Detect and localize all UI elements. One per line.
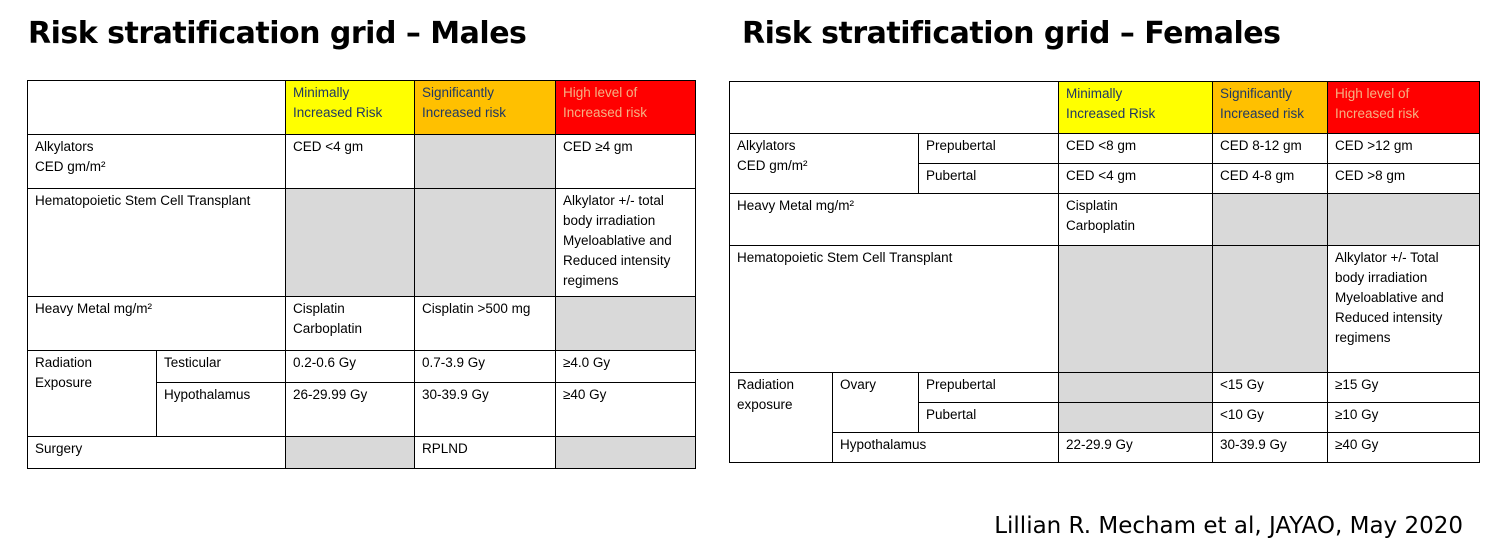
cell-high: ≥10 Gy [1327,402,1480,433]
cell-minimal: CED <8 gm [1058,133,1213,164]
males-header-significant: Significantly Increased risk [414,80,556,135]
females-header-significant: Significantly Increased risk [1212,81,1328,134]
cell-empty [414,134,556,189]
citation: Lillian R. Mecham et al, JAYAO, May 2020 [994,513,1463,539]
cell-significant: <10 Gy [1212,402,1328,433]
cell-empty [1212,193,1328,246]
males-row-surgery: Surgery RPLND [27,436,696,469]
cell-significant: <15 Gy [1212,372,1328,403]
row-label: Radiation exposure [729,372,833,463]
row-label: Heavy Metal mg/m² [27,296,286,351]
males-header-minimal: Minimally Increased Risk [285,80,415,135]
females-row-alkylators-pubertal: Pubertal CED <4 gm CED 4-8 gm CED >8 gm [730,163,1480,194]
sub-label: Hypothalamus [832,432,1059,463]
cell-high: Alkylator +/- Total body irradiation Mye… [1327,245,1480,373]
cell-high: CED ≥4 gm [555,134,696,189]
males-row-radiation-hypothalamus: Hypothalamus 26-29.99 Gy 30-39.9 Gy ≥40 … [28,382,696,437]
sub-label: Hypothalamus [156,382,286,437]
females-header-minimal: Minimally Increased Risk [1058,81,1213,134]
cell-significant: CED 4-8 gm [1212,163,1328,194]
females-risk-table: Minimally Increased Risk Significantly I… [729,81,1480,463]
males-risk-table: Minimally Increased Risk Significantly I… [27,80,696,469]
cell-empty [285,436,415,469]
females-grid-title: Risk stratification grid – Females [742,16,1281,51]
row-label: Hematopoietic Stem Cell Transplant [729,245,1059,373]
cell-significant: RPLND [414,436,556,469]
cell-empty [414,188,556,297]
row-label: Surgery [27,436,286,469]
cell-minimal: 0.2-0.6 Gy [285,350,415,383]
males-header-high: High level of Increased risk [555,80,696,135]
females-row-heavy-metal: Heavy Metal mg/m² Cisplatin Carboplatin [729,193,1480,246]
sub-label: Prepubertal [918,133,1059,164]
males-row-heavy-metal: Heavy Metal mg/m² Cisplatin Carboplatin … [27,296,696,351]
sub-label: Pubertal [918,163,1059,194]
sub-sub-label: Prepubertal [918,372,1059,403]
females-row-alkylators-prepubertal: Alkylators CED gm/m² Prepubertal CED <8 … [729,133,1480,194]
cell-empty [555,296,696,351]
cell-empty [555,436,696,469]
sub-label: Ovary [832,372,919,433]
cell-minimal: Cisplatin Carboplatin [1058,193,1213,246]
cell-minimal: CED <4 gm [1058,163,1213,194]
row-label: Heavy Metal mg/m² [729,193,1059,246]
males-row-hsct: Hematopoietic Stem Cell Transplant Alkyl… [27,188,696,297]
cell-minimal: 22-29.9 Gy [1058,432,1213,463]
cell-empty [285,188,415,297]
cell-minimal: 26-29.99 Gy [285,382,415,437]
cell-significant: CED 8-12 gm [1212,133,1328,164]
cell-high: CED >12 gm [1327,133,1480,164]
cell-empty [1212,245,1328,373]
females-row-hsct: Hematopoietic Stem Cell Transplant Alkyl… [729,245,1480,373]
row-label: Alkylators CED gm/m² [729,133,919,194]
cell-empty [1058,372,1213,403]
females-row-hypothalamus: Hypothalamus 22-29.9 Gy 30-39.9 Gy ≥40 G… [730,432,1480,463]
females-row-ovary-pubertal: Pubertal <10 Gy ≥10 Gy [730,402,1480,433]
cell-empty [1058,245,1213,373]
cell-high: ≥4.0 Gy [555,350,696,383]
females-header-high: High level of Increased risk [1327,81,1480,134]
row-label: Hematopoietic Stem Cell Transplant [27,188,286,297]
females-row-ovary-prepubertal: Radiation exposure Ovary Prepubertal <15… [729,372,1480,463]
males-row-radiation-testicular: Radiation Exposure Testicular 0.2-0.6 Gy… [27,350,696,437]
row-label: Radiation Exposure [27,350,157,437]
males-row-alkylators: Alkylators CED gm/m² CED <4 gm CED ≥4 gm [27,134,696,189]
females-header-blank [729,81,1059,134]
cell-empty [1327,193,1480,246]
cell-minimal: CED <4 gm [285,134,415,189]
cell-high: ≥15 Gy [1327,372,1480,403]
cell-minimal: Cisplatin Carboplatin [285,296,415,351]
cell-high: ≥40 Gy [1327,432,1480,463]
sub-label: Testicular [156,350,286,383]
cell-significant: 30-39.9 Gy [1212,432,1328,463]
cell-significant: Cisplatin >500 mg [414,296,556,351]
cell-high: ≥40 Gy [555,382,696,437]
cell-high: Alkylator +/- total body irradiation Mye… [555,188,696,297]
cell-significant: 0.7-3.9 Gy [414,350,556,383]
males-grid-title: Risk stratification grid – Males [28,16,527,51]
cell-empty [1058,402,1213,433]
cell-significant: 30-39.9 Gy [414,382,556,437]
row-label: Alkylators CED gm/m² [27,134,286,189]
males-header-blank [27,80,286,135]
sub-sub-label: Pubertal [918,402,1059,433]
cell-high: CED >8 gm [1327,163,1480,194]
